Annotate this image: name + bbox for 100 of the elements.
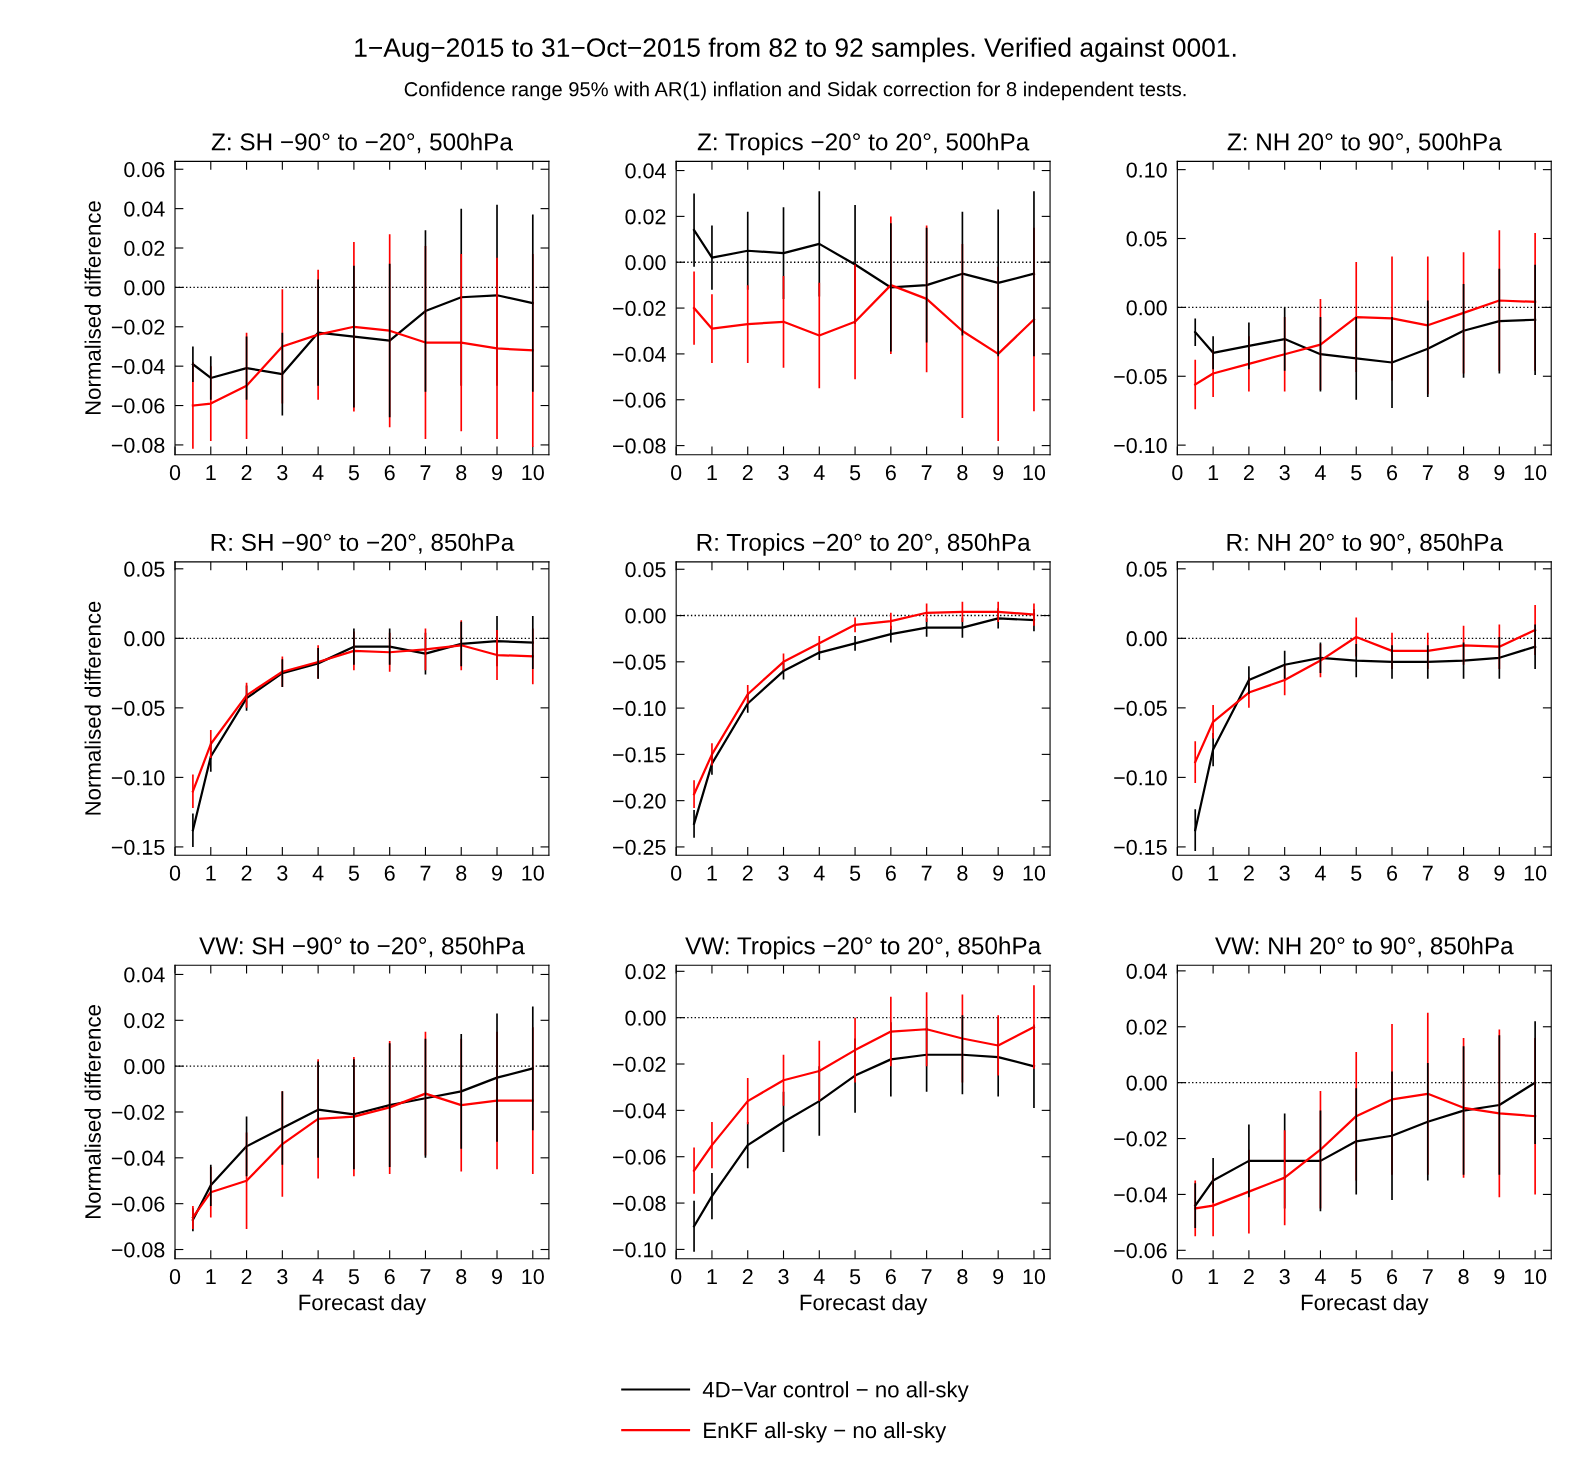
x-tick-label: 8	[1458, 465, 1469, 481]
y-axis-title: Normalised difference	[84, 1005, 101, 1219]
chart-title: R: SH −90° to −20°, 850hPa	[211, 533, 515, 554]
x-tick-label: 8	[456, 1268, 467, 1285]
x-tick-label: 2	[1243, 1268, 1254, 1285]
y-tick-label: −0.05	[613, 654, 666, 670]
legend-label: 4D−Var control − no all-sky	[702, 1381, 969, 1402]
y-tick-label: 0.02	[625, 964, 666, 980]
x-tick-label: 4	[813, 865, 825, 881]
chart-title: VW: Tropics −20° to 20°, 850hPa	[685, 936, 1042, 960]
y-tick-label: 0.00	[1126, 300, 1167, 316]
y-tick-label: −0.05	[1114, 700, 1167, 716]
y-tick-label: −0.02	[1114, 1131, 1167, 1147]
y-tick-label: −0.06	[111, 1196, 165, 1212]
x-tick-label: 1	[206, 465, 216, 481]
y-tick-label: −0.02	[111, 319, 165, 335]
x-tick-label: 10	[522, 465, 544, 481]
x-tick-label: 7	[1422, 1269, 1433, 1285]
x-tick-label: 2	[241, 465, 252, 481]
x-tick-label: 2	[241, 1268, 252, 1285]
x-tick-label: 8	[456, 465, 467, 481]
x-tick-label: 0	[1172, 465, 1183, 481]
x-tick-label: 7	[1422, 465, 1433, 481]
x-tick-label: 3	[778, 865, 789, 881]
x-tick-label: 10	[1023, 1268, 1046, 1285]
x-tick-label: 6	[1387, 1268, 1398, 1285]
x-tick-label: 5	[348, 865, 359, 881]
x-tick-label: 3	[277, 1268, 288, 1285]
x-axis-title: Forecast day	[299, 1294, 427, 1315]
x-tick-label: 9	[993, 465, 1004, 481]
x-tick-label: 1	[1208, 1269, 1219, 1285]
text: Confidence range 95% with AR(1) inflation and Sidak correction for 8 independent tests.	[404, 81, 1186, 101]
x-tick-label: 2	[1243, 865, 1254, 881]
x-tick-label: 9	[1494, 1268, 1505, 1285]
x-tick-label: 6	[885, 1268, 896, 1285]
x-tick-label: 8	[1458, 1268, 1469, 1285]
x-tick-label: 9	[492, 865, 502, 881]
x-tick-label: 9	[1494, 865, 1505, 881]
x-tick-label: 8	[957, 465, 968, 481]
x-tick-label: 0	[671, 465, 682, 481]
x-tick-label: 10	[1023, 865, 1046, 881]
y-tick-label: −0.20	[613, 793, 666, 809]
x-tick-label: 7	[921, 865, 932, 881]
y-tick-label: 0.00	[625, 1010, 666, 1026]
x-tick-label: 2	[742, 865, 753, 881]
x-tick-label: 0	[671, 1268, 682, 1285]
x-tick-label: 0	[671, 865, 682, 881]
y-tick-label: −0.08	[111, 1242, 165, 1258]
chart-title: Z: NH 20° to 90°, 500hPa	[1227, 132, 1502, 154]
x-tick-label: 2	[742, 465, 753, 481]
x-tick-label: 2	[1243, 465, 1254, 481]
y-tick-label: −0.10	[1114, 770, 1167, 786]
y-tick-label: 0.10	[1126, 162, 1167, 178]
y-tick-label: 0.02	[124, 1013, 165, 1029]
x-tick-label: 3	[277, 465, 288, 481]
x-tick-label: 5	[1351, 1269, 1362, 1285]
y-tick-label: −0.06	[1114, 1243, 1167, 1259]
y-tick-label: −0.04	[613, 1103, 666, 1119]
x-tick-label: 5	[1351, 465, 1362, 481]
y-tick-label: −0.05	[1114, 369, 1167, 385]
x-tick-label: 6	[885, 465, 896, 481]
chart-title: R: Tropics −20° to 20°, 850hPa	[697, 533, 1031, 556]
x-tick-label: 7	[420, 865, 431, 881]
x-tick-label: 7	[1422, 865, 1433, 881]
x-tick-label: 5	[849, 465, 861, 481]
y-tick-label: 0.04	[625, 163, 666, 179]
x-tick-label: 9	[492, 1268, 502, 1285]
x-tick-label: 7	[921, 465, 932, 481]
x-tick-label: 1	[206, 865, 216, 881]
x-tick-label: 0	[169, 865, 181, 881]
y-tick-label: −0.06	[613, 1149, 666, 1165]
y-tick-label: 0.05	[625, 562, 666, 578]
y-tick-label: −0.06	[613, 392, 666, 408]
x-tick-label: 7	[921, 1269, 932, 1285]
x-tick-label: 8	[456, 865, 467, 881]
y-tick-label: −0.08	[111, 437, 165, 453]
x-tick-label: 3	[778, 465, 789, 481]
x-tick-label: 0	[169, 465, 181, 481]
x-tick-label: 6	[1387, 465, 1398, 481]
x-tick-label: 6	[384, 465, 395, 481]
x-tick-label: 1	[707, 465, 717, 481]
x-tick-label: 4	[312, 1269, 324, 1285]
x-tick-label: 10	[1524, 865, 1547, 881]
y-tick-label: −0.04	[613, 346, 666, 362]
y-tick-label: −0.15	[111, 839, 165, 855]
y-tick-label: −0.10	[111, 770, 165, 786]
chart-title: VW: NH 20° to 90°, 850hPa	[1215, 936, 1514, 958]
y-tick-label: 0.04	[1126, 963, 1167, 979]
x-tick-label: 4	[312, 465, 324, 481]
y-tick-label: 0.04	[124, 967, 165, 983]
x-tick-label: 5	[348, 465, 359, 481]
x-tick-label: 3	[1279, 1268, 1290, 1285]
x-tick-label: 9	[492, 465, 502, 481]
y-tick-label: 0.05	[1126, 561, 1167, 577]
x-tick-label: 9	[1494, 465, 1505, 481]
x-tick-label: 0	[1172, 1268, 1183, 1285]
y-tick-label: 0.00	[625, 608, 666, 624]
y-tick-label: −0.02	[613, 1056, 666, 1073]
y-tick-label: 0.02	[124, 240, 165, 257]
y-tick-label: 0.05	[124, 561, 165, 577]
